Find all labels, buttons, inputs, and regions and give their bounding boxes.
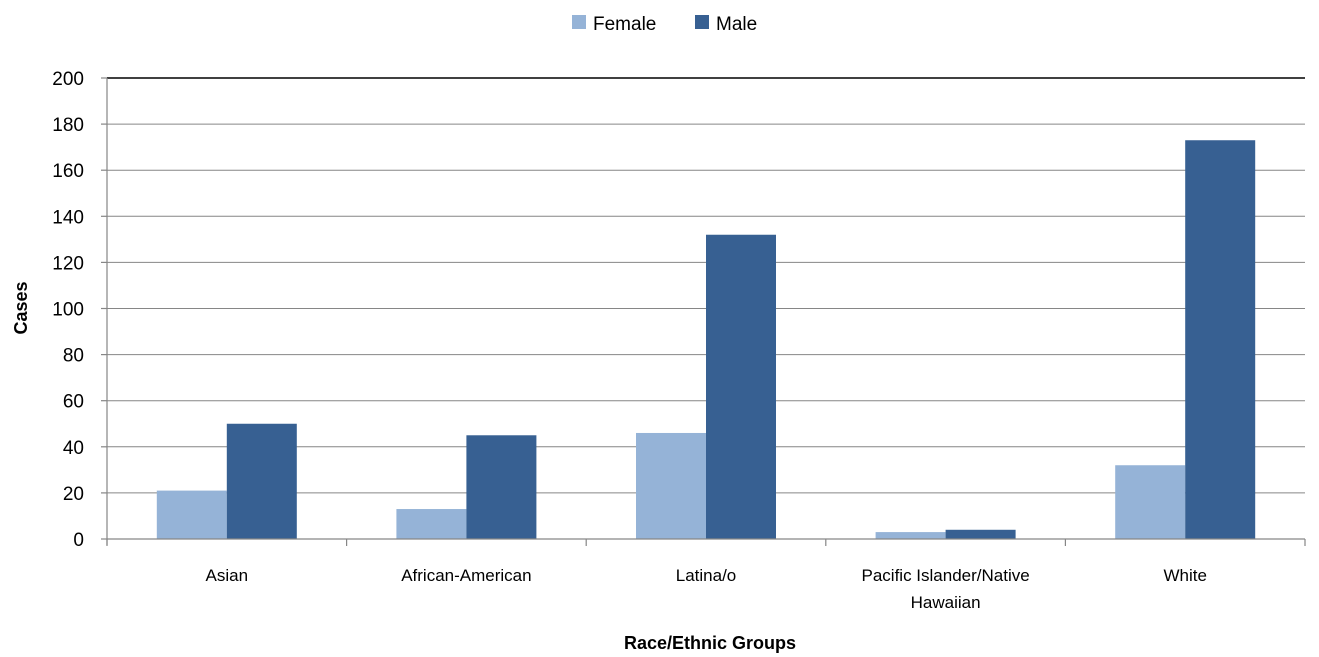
bar-male: [1185, 140, 1256, 540]
y-tick-labels: 0 20 40 60 80 100 120 140 160 180 200: [52, 69, 84, 551]
bar-male: [226, 423, 297, 539]
bar-male: [466, 435, 537, 539]
legend-label-male: Male: [716, 14, 757, 35]
bar-male: [706, 234, 776, 540]
axes: [101, 77, 1306, 546]
bar-female: [1115, 465, 1186, 539]
x-category-label: White: [1163, 566, 1206, 585]
legend-swatch-female: [572, 15, 586, 29]
x-category-label: Asian: [206, 566, 249, 585]
y-tick-label: 20: [63, 484, 84, 505]
x-category-label: African-American: [401, 566, 531, 585]
y-tick-label: 60: [63, 392, 84, 413]
bar-male: [945, 529, 1016, 539]
y-axis-title: Cases: [11, 281, 31, 334]
y-tick-label: 200: [52, 69, 84, 90]
bar-female: [875, 532, 946, 539]
y-tick-label: 100: [52, 300, 84, 321]
legend-label-female: Female: [593, 14, 656, 35]
bar-female: [636, 432, 706, 539]
x-axis-title: Race/Ethnic Groups: [624, 633, 796, 653]
bar-female: [156, 490, 227, 539]
x-category-labels: Asian African-American Latina/o Pacific Isl…: [206, 566, 1207, 612]
bar-female: [396, 509, 467, 539]
y-tick-label: 140: [52, 207, 84, 228]
x-category-label: Pacific Islander/Native Hawaiian: [862, 566, 1030, 612]
y-tick-label: 40: [63, 438, 84, 459]
y-tick-label: 180: [52, 115, 84, 136]
y-tick-label: 120: [52, 253, 84, 274]
legend: Female Male: [572, 14, 757, 35]
y-tick-label: 0: [73, 530, 84, 551]
bars: [156, 140, 1256, 540]
x-category-label: Latina/o: [676, 566, 737, 585]
legend-swatch-male: [695, 15, 709, 29]
y-tick-label: 80: [63, 346, 84, 367]
y-tick-label: 160: [52, 161, 84, 182]
